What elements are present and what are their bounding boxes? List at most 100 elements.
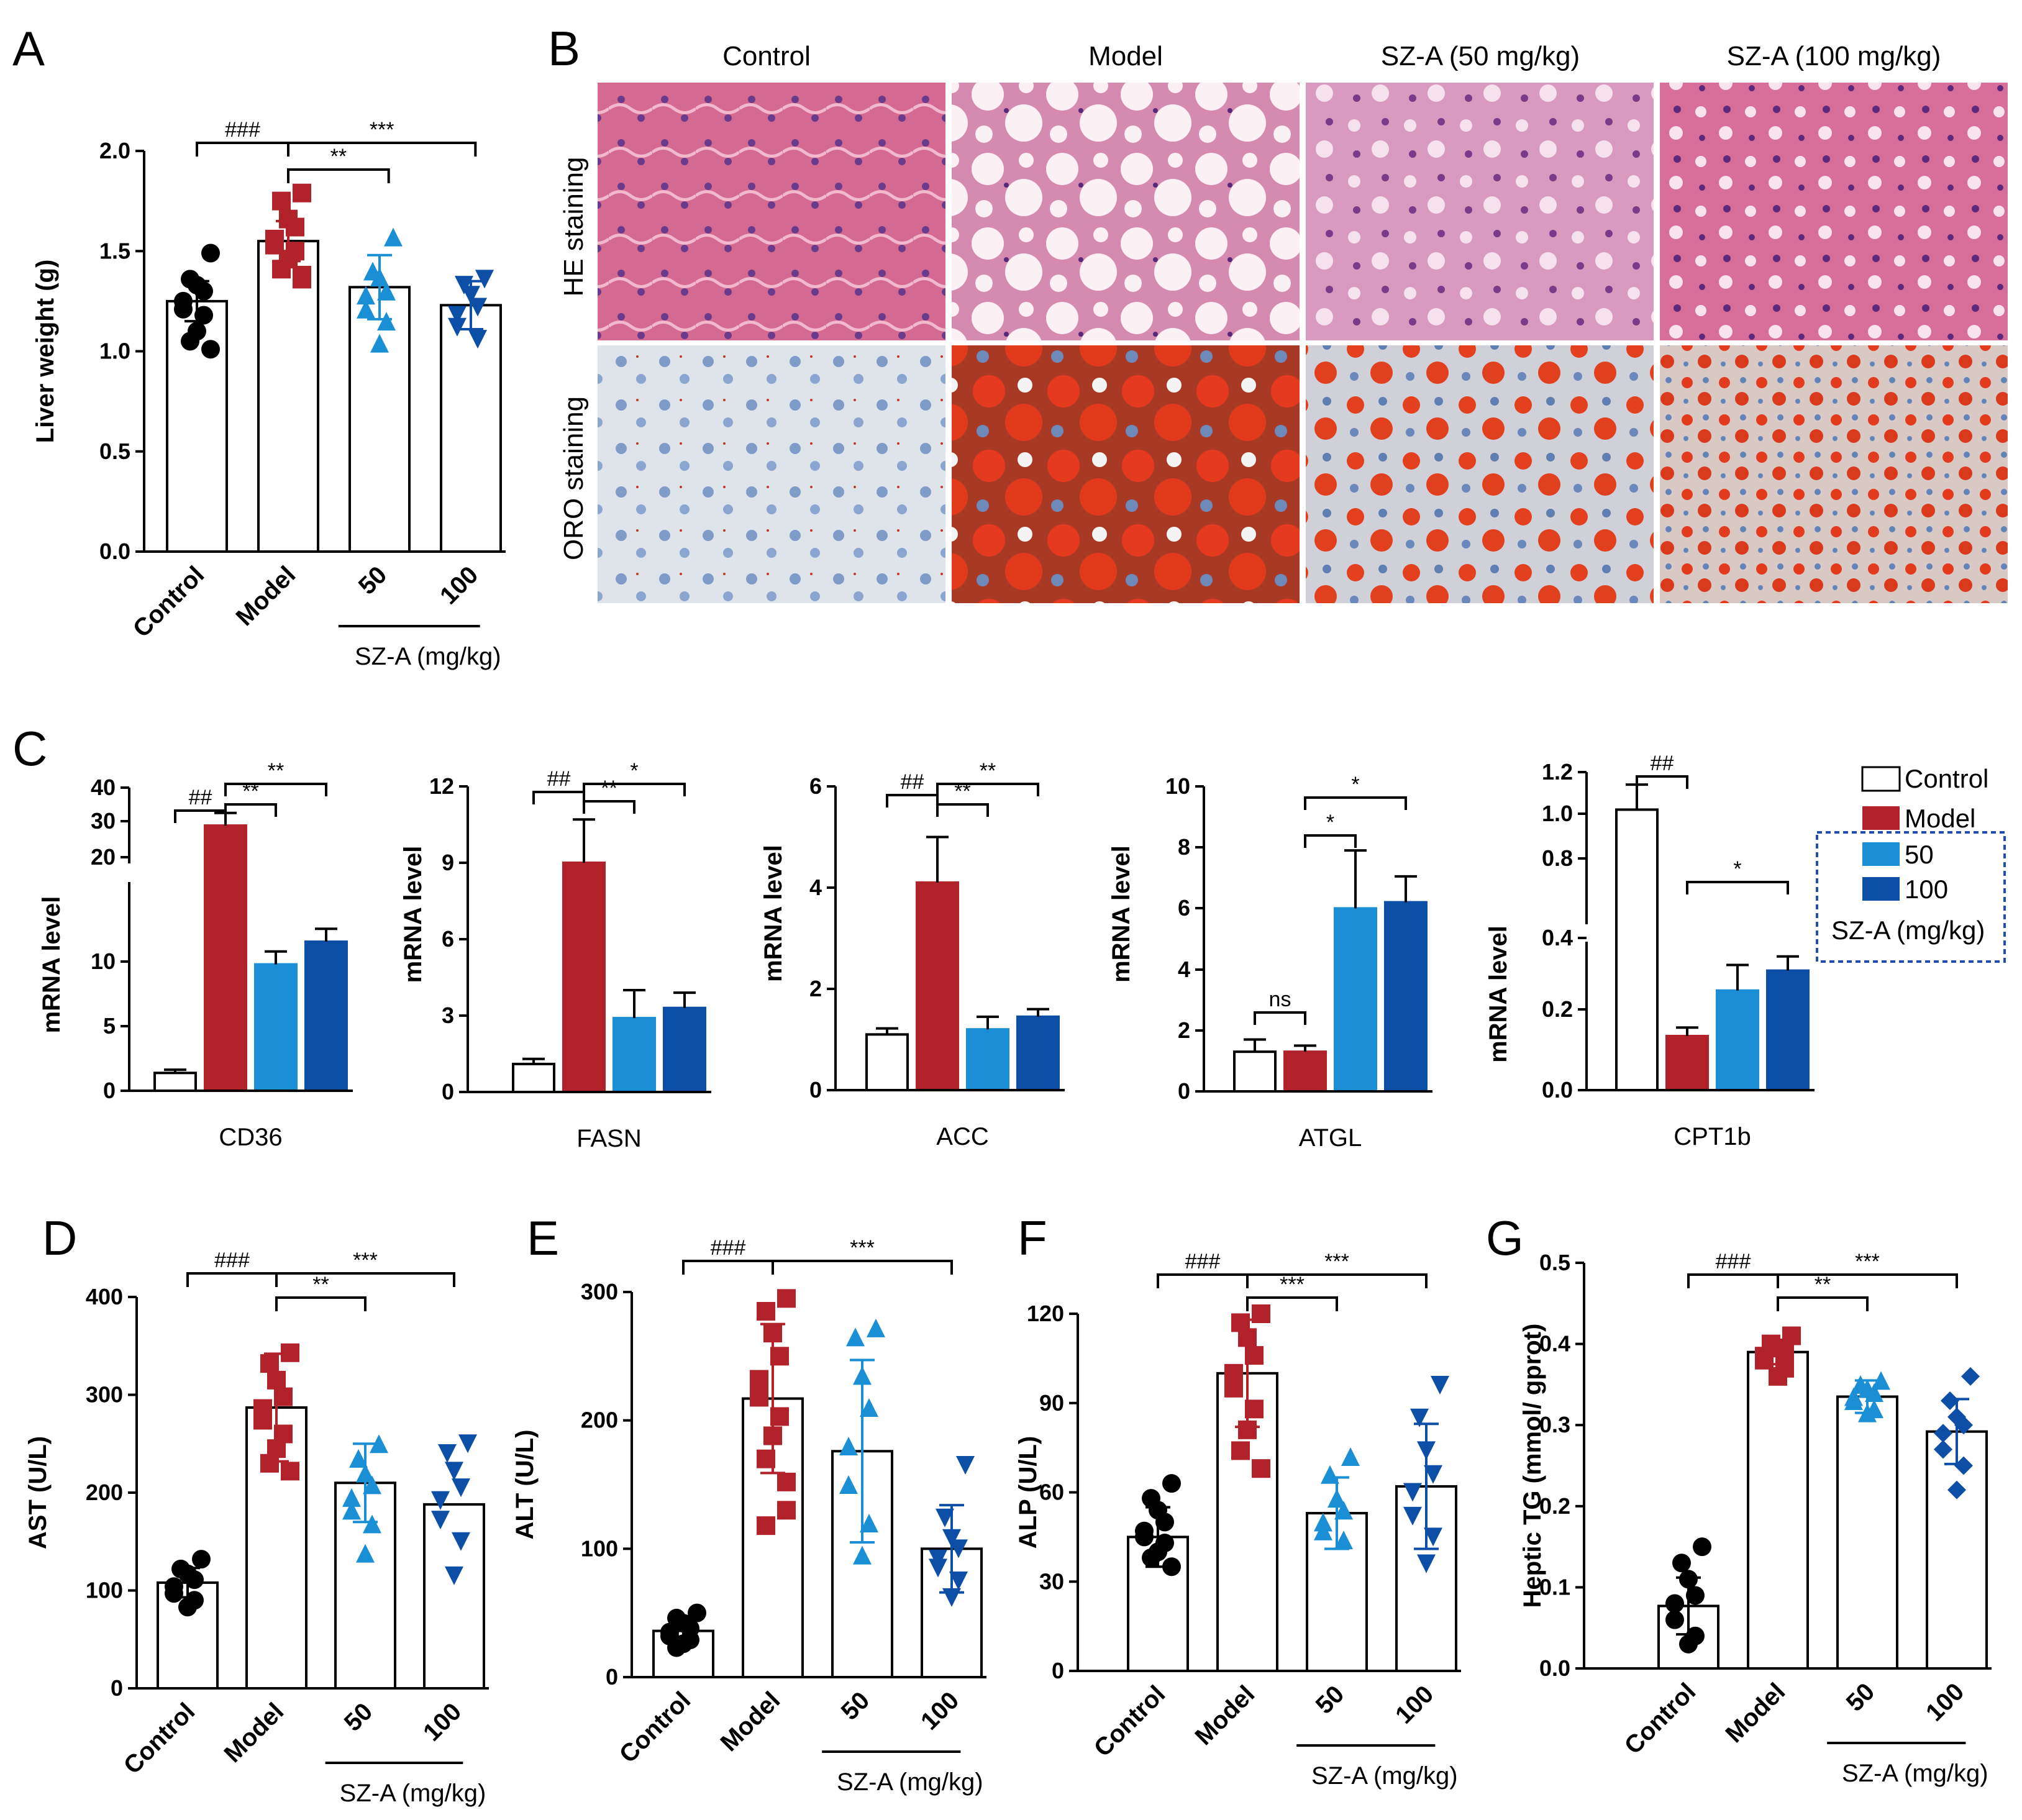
significance-bracket-label: * bbox=[630, 759, 638, 783]
data-point bbox=[1941, 1391, 1959, 1411]
data-point bbox=[1431, 1376, 1449, 1395]
data-point bbox=[468, 298, 487, 317]
bar bbox=[1615, 808, 1659, 1092]
bar bbox=[1283, 1050, 1327, 1093]
data-point bbox=[777, 1501, 796, 1520]
data-point bbox=[194, 306, 213, 325]
data-point bbox=[272, 191, 291, 211]
significance-bracket-label: *** bbox=[1855, 1250, 1880, 1273]
x-tick-label: Control bbox=[128, 561, 210, 643]
x-tick-label: 50 bbox=[1841, 1678, 1880, 1717]
y-tick-label: 100 bbox=[581, 1536, 618, 1561]
bar bbox=[1233, 1050, 1277, 1093]
significance-bracket-line bbox=[1157, 1273, 1249, 1288]
y-tick-label: 0 bbox=[606, 1664, 618, 1690]
bar bbox=[1747, 1350, 1809, 1670]
significance-bracket-label: *** bbox=[850, 1236, 875, 1260]
data-point bbox=[1947, 1480, 1966, 1499]
y-tick-label: 0.2 bbox=[1542, 996, 1573, 1022]
y-tick-label: 0.0 bbox=[1539, 1655, 1570, 1681]
data-point bbox=[181, 332, 199, 351]
atgl-chart: 0 2 4 6 8 10 mRNA level ATGL ns * * bbox=[1108, 773, 1432, 1152]
bar bbox=[1334, 907, 1377, 1093]
data-point bbox=[1403, 1483, 1422, 1502]
data-point bbox=[1321, 1465, 1339, 1484]
significance-bracket-label: ** bbox=[268, 759, 284, 783]
oro-image-sz50 bbox=[1306, 345, 1654, 603]
significance-bracket-label: * bbox=[1326, 811, 1334, 834]
data-point bbox=[929, 1558, 947, 1578]
bar bbox=[512, 1062, 555, 1094]
significance-bracket-label: ### bbox=[225, 118, 260, 142]
x-axis-title: ACC bbox=[936, 1123, 988, 1150]
significance-bracket-label: ### bbox=[711, 1236, 746, 1260]
data-point bbox=[445, 1462, 463, 1481]
y-tick-label: 6 bbox=[809, 773, 822, 799]
significance-bracket-line bbox=[1636, 775, 1688, 789]
data-point bbox=[1252, 1459, 1270, 1478]
data-point bbox=[1410, 1408, 1429, 1427]
significance-bracket-label: ### bbox=[1716, 1250, 1751, 1273]
data-point bbox=[1424, 1465, 1442, 1484]
data-point bbox=[949, 1572, 968, 1590]
data-point bbox=[370, 1434, 388, 1454]
data-point bbox=[357, 286, 375, 305]
significance-bracket-line bbox=[1304, 834, 1357, 848]
y-tick-label: 0.0 bbox=[99, 539, 130, 564]
data-point bbox=[1686, 1586, 1705, 1605]
data-point bbox=[452, 1478, 470, 1498]
panel-d: D 0 100 200 300 400 AST (U/L) Control Model 50 10… bbox=[24, 1211, 489, 1807]
bar bbox=[153, 1072, 197, 1093]
data-point bbox=[468, 330, 487, 349]
data-point bbox=[1162, 1557, 1181, 1577]
data-point bbox=[1954, 1416, 1973, 1435]
data-point bbox=[281, 1462, 299, 1481]
data-point bbox=[357, 299, 375, 319]
significance-bracket-line bbox=[186, 1272, 278, 1287]
significance-bracket-label: ** bbox=[980, 759, 996, 783]
data-point bbox=[452, 1532, 470, 1551]
data-point bbox=[438, 1444, 457, 1463]
row-header-oro: ORO staining bbox=[558, 396, 589, 560]
group-label: SZ-A (mg/kg) bbox=[340, 1780, 486, 1807]
bar bbox=[613, 1017, 656, 1093]
x-tick-label: 100 bbox=[435, 561, 483, 609]
data-point bbox=[342, 1488, 361, 1507]
group-label: SZ-A (mg/kg) bbox=[837, 1768, 983, 1796]
data-point bbox=[777, 1289, 796, 1308]
he-image-model bbox=[952, 83, 1300, 340]
y-tick-label: 120 bbox=[1027, 1301, 1064, 1326]
significance-bracket-label: ## bbox=[547, 767, 571, 791]
data-point bbox=[363, 1514, 381, 1534]
bar bbox=[257, 240, 319, 553]
y-tick-label: 0.3 bbox=[1539, 1412, 1570, 1437]
data-point bbox=[448, 317, 467, 337]
bar bbox=[254, 963, 298, 1093]
legend-swatch-50 bbox=[1862, 842, 1900, 866]
cpt1b-chart: 0.0 0.2 0.4 0.8 1.0 1.2 mRNA level CPT1b ## * bbox=[1485, 752, 1815, 1150]
oro-image-sz100 bbox=[1660, 345, 2008, 603]
x-tick-label: 100 bbox=[418, 1698, 467, 1746]
significance-bracket-label: *** bbox=[1280, 1273, 1305, 1296]
y-tick-label: 8 bbox=[1178, 834, 1190, 860]
data-point bbox=[777, 1472, 796, 1491]
y-tick-label: 2 bbox=[809, 976, 822, 1001]
data-point bbox=[445, 1566, 463, 1585]
legend-swatch-model bbox=[1862, 806, 1900, 830]
significance-bracket-label: *** bbox=[1324, 1250, 1349, 1273]
legend-box bbox=[1816, 831, 2006, 963]
significance-bracket-line bbox=[196, 142, 289, 157]
alp-chart: 0 30 60 90 120 ALP (U/L) Control Model 50 100 SZ-A… bbox=[1014, 1250, 1461, 1790]
y-tick-label: 0 bbox=[442, 1079, 454, 1104]
data-point bbox=[867, 1318, 885, 1337]
significance-bracket-line bbox=[287, 168, 390, 183]
data-point bbox=[860, 1398, 878, 1417]
data-point bbox=[342, 1501, 361, 1520]
bar bbox=[1716, 989, 1759, 1091]
data-point bbox=[1679, 1634, 1698, 1654]
data-point bbox=[293, 183, 311, 202]
data-point bbox=[1231, 1441, 1250, 1460]
legend-caption: SZ-A (mg/kg) bbox=[1831, 916, 1985, 945]
